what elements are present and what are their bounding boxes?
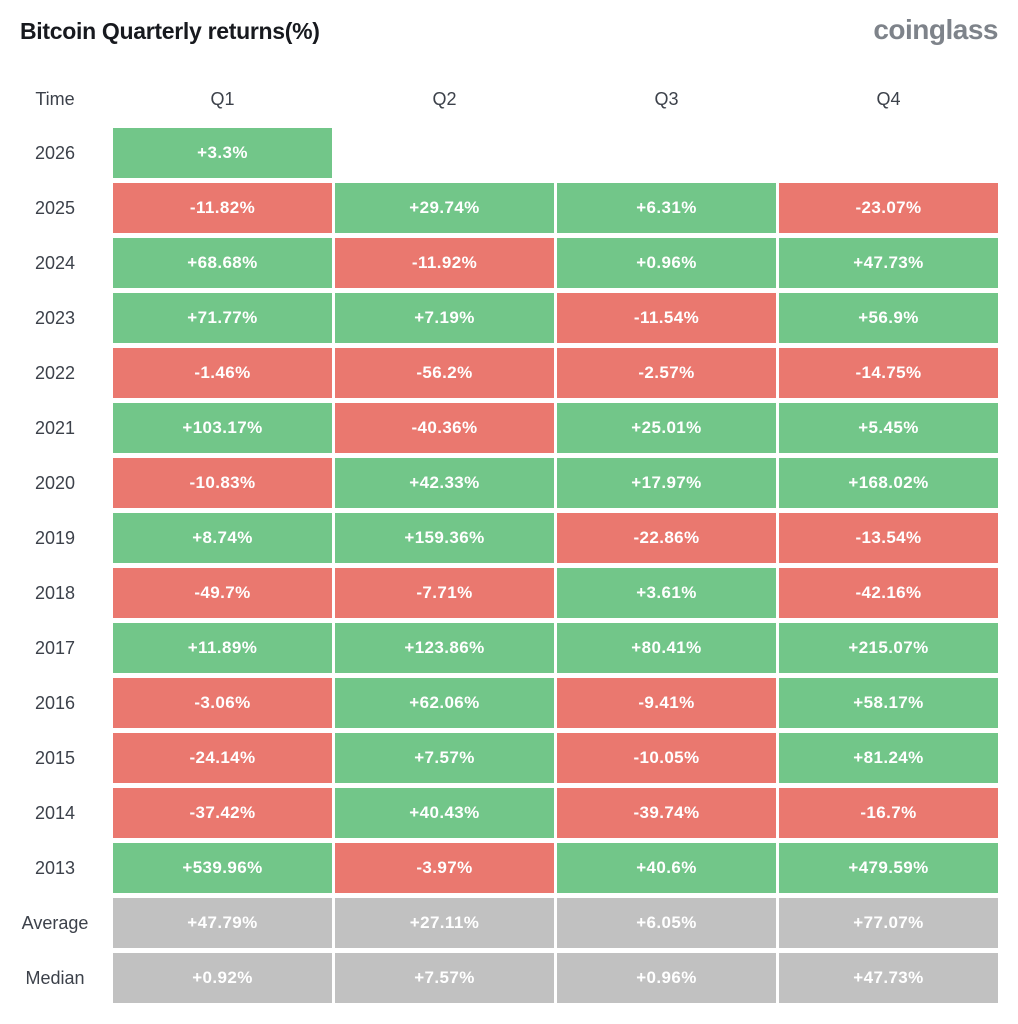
return-cell-2016-q3: -9.41%	[557, 678, 776, 728]
return-cell-2020-q4: +168.02%	[779, 458, 998, 508]
row-label-2026: 2026	[34, 142, 76, 163]
column-header-q1: Q1	[210, 89, 235, 109]
return-cell-2014-q2: +40.43%	[335, 788, 554, 838]
return-cell-median-q4: +47.73%	[779, 953, 998, 1003]
return-cell-2018-q4: -42.16%	[779, 568, 998, 618]
coinglass-logo[interactable]: coinglass	[873, 14, 998, 45]
return-cell-2023-q2: +7.19%	[335, 293, 554, 343]
return-cell-2022-q1: -1.46%	[113, 348, 332, 398]
return-cell-2014-q4: -16.7%	[779, 788, 998, 838]
return-cell-average-q1: +47.79%	[113, 898, 332, 948]
return-cell-2018-q3: +3.61%	[557, 568, 776, 618]
return-cell-2024-q4: +47.73%	[779, 238, 998, 288]
return-cell-2020-q2: +42.33%	[335, 458, 554, 508]
row-label-average: Average	[21, 912, 89, 933]
return-cell-2013-q2: -3.97%	[335, 843, 554, 893]
return-cell-2021-q1: +103.17%	[113, 403, 332, 453]
return-cell-2018-q2: -7.71%	[335, 568, 554, 618]
return-cell-2013-q3: +40.6%	[557, 843, 776, 893]
return-cell-2024-q3: +0.96%	[557, 238, 776, 288]
row-label-2023: 2023	[34, 307, 76, 328]
row-label-2016: 2016	[34, 692, 76, 713]
return-cell-average-q2: +27.11%	[335, 898, 554, 948]
column-header-q3: Q3	[654, 89, 679, 109]
return-cell-2019-q1: +8.74%	[113, 513, 332, 563]
column-header-time: Time	[35, 89, 75, 109]
return-cell-2018-q1: -49.7%	[113, 568, 332, 618]
return-cell-2015-q4: +81.24%	[779, 733, 998, 783]
returns-table: Time Q1 Q2 Q3 Q4 2026 +3.3% 2025 -11.82% +29.74% +…	[0, 76, 1018, 1003]
return-cell-median-q1: +0.92%	[113, 953, 332, 1003]
return-cell-2013-q1: +539.96%	[113, 843, 332, 893]
return-cell-2025-q3: +6.31%	[557, 183, 776, 233]
return-cell-2017-q4: +215.07%	[779, 623, 998, 673]
row-label-2021: 2021	[34, 417, 76, 438]
row-label-2018: 2018	[34, 582, 76, 603]
return-cell-2026-q1: +3.3%	[113, 128, 332, 178]
return-cell-2014-q3: -39.74%	[557, 788, 776, 838]
return-cell-2022-q2: -56.2%	[335, 348, 554, 398]
return-cell-2022-q3: -2.57%	[557, 348, 776, 398]
page-title: Bitcoin Quarterly returns(%)	[20, 18, 320, 44]
return-cell-2019-q2: +159.36%	[335, 513, 554, 563]
return-cell-2026-q4	[779, 128, 998, 178]
row-label-2025: 2025	[34, 197, 76, 218]
row-label-2015: 2015	[34, 747, 76, 768]
return-cell-2021-q2: -40.36%	[335, 403, 554, 453]
return-cell-median-q3: +0.96%	[557, 953, 776, 1003]
return-cell-2019-q3: -22.86%	[557, 513, 776, 563]
return-cell-2017-q2: +123.86%	[335, 623, 554, 673]
return-cell-2016-q2: +62.06%	[335, 678, 554, 728]
return-cell-2022-q4: -14.75%	[779, 348, 998, 398]
return-cell-2017-q3: +80.41%	[557, 623, 776, 673]
return-cell-2016-q1: -3.06%	[113, 678, 332, 728]
return-cell-2020-q3: +17.97%	[557, 458, 776, 508]
return-cell-2013-q4: +479.59%	[779, 843, 998, 893]
column-header-q2: Q2	[432, 89, 457, 109]
row-label-2017: 2017	[34, 637, 76, 658]
return-cell-median-q2: +7.57%	[335, 953, 554, 1003]
row-label-2014: 2014	[34, 802, 76, 823]
return-cell-2025-q1: -11.82%	[113, 183, 332, 233]
return-cell-2021-q3: +25.01%	[557, 403, 776, 453]
return-cell-average-q4: +77.07%	[779, 898, 998, 948]
return-cell-2017-q1: +11.89%	[113, 623, 332, 673]
return-cell-2023-q1: +71.77%	[113, 293, 332, 343]
return-cell-2021-q4: +5.45%	[779, 403, 998, 453]
return-cell-2015-q2: +7.57%	[335, 733, 554, 783]
return-cell-2024-q2: -11.92%	[335, 238, 554, 288]
row-label-median: Median	[25, 967, 85, 988]
return-cell-2020-q1: -10.83%	[113, 458, 332, 508]
return-cell-2026-q2	[335, 128, 554, 178]
return-cell-2024-q1: +68.68%	[113, 238, 332, 288]
column-header-q4: Q4	[876, 89, 901, 109]
row-label-2020: 2020	[34, 472, 76, 493]
row-label-2024: 2024	[34, 252, 76, 273]
header-bar: Bitcoin Quarterly returns(%) coinglass	[0, 0, 1018, 54]
return-cell-2015-q3: -10.05%	[557, 733, 776, 783]
return-cell-2026-q3	[557, 128, 776, 178]
return-cell-2025-q2: +29.74%	[335, 183, 554, 233]
return-cell-2016-q4: +58.17%	[779, 678, 998, 728]
row-label-2013: 2013	[34, 857, 76, 878]
return-cell-2015-q1: -24.14%	[113, 733, 332, 783]
return-cell-2025-q4: -23.07%	[779, 183, 998, 233]
return-cell-average-q3: +6.05%	[557, 898, 776, 948]
row-label-2022: 2022	[34, 362, 76, 383]
return-cell-2023-q4: +56.9%	[779, 293, 998, 343]
return-cell-2019-q4: -13.54%	[779, 513, 998, 563]
return-cell-2023-q3: -11.54%	[557, 293, 776, 343]
return-cell-2014-q1: -37.42%	[113, 788, 332, 838]
row-label-2019: 2019	[34, 527, 76, 548]
